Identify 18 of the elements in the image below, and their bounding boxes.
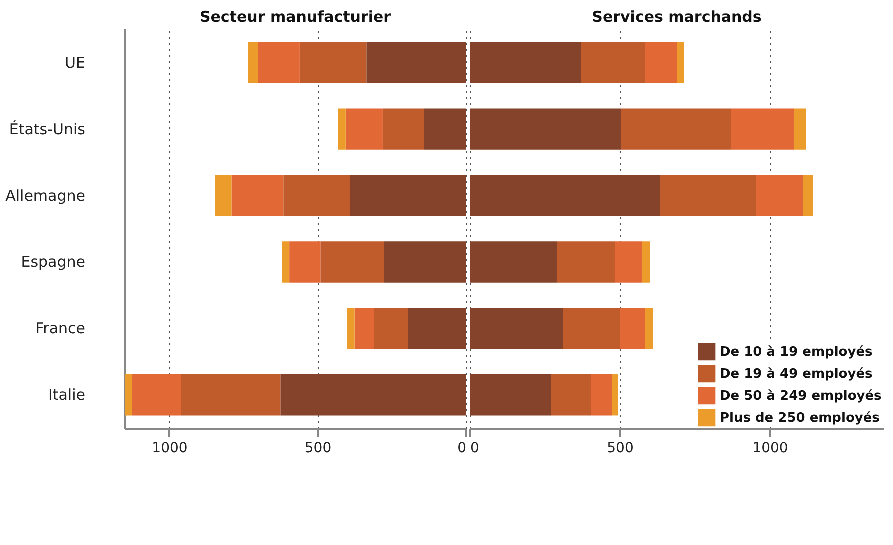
y-tick-label: UE	[65, 54, 86, 72]
x-tick-label: 500	[607, 440, 634, 456]
legend-label: De 50 à 249 employés	[720, 389, 882, 404]
chart-title: Services marchands	[592, 8, 762, 26]
x-tick-label: 1000	[152, 440, 188, 456]
legend-label: Plus de 250 employés	[720, 411, 880, 426]
x-tick-label: 1000	[752, 440, 788, 456]
x-tick-label: 500	[304, 440, 332, 456]
x-tick-label: 0	[470, 440, 480, 456]
legend-label: De 19 à 49 employés	[720, 367, 874, 382]
legend-label: De 10 à 19 employés	[720, 345, 874, 360]
y-tick-label: États-Unis	[9, 120, 86, 138]
y-tick-label: Allemagne	[6, 186, 86, 205]
x-tick-label: 0	[458, 440, 466, 456]
y-tick-label: France	[36, 320, 86, 338]
chart-title: Secteur manufacturier	[200, 8, 392, 26]
y-tick-label: Espagne	[21, 253, 86, 272]
y-tick-label: Italie	[48, 386, 86, 404]
